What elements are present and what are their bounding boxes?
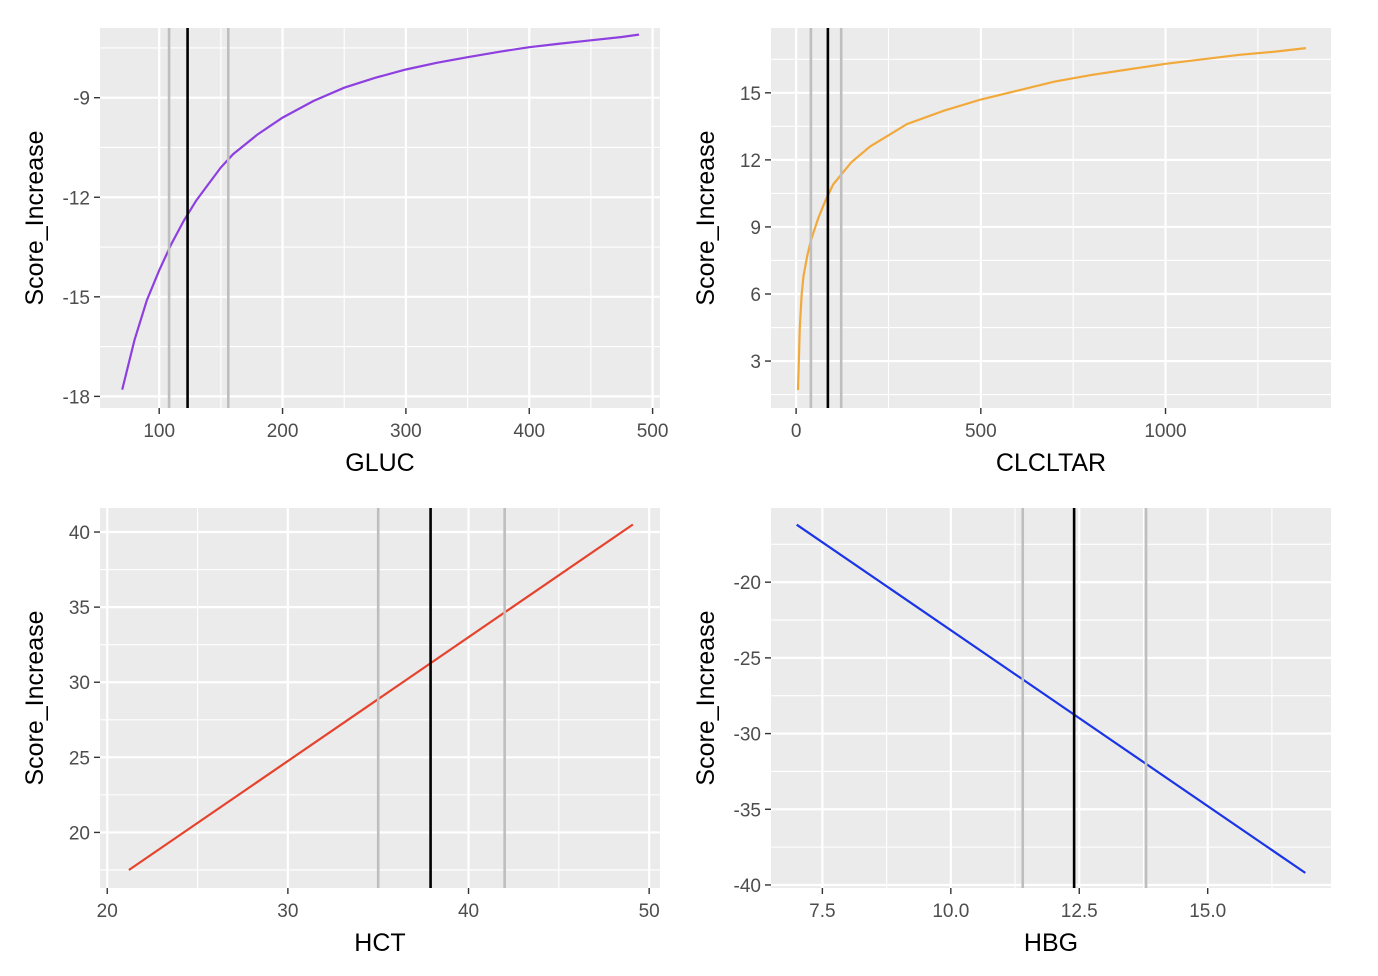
x-tick-label: 500 (965, 421, 997, 442)
y-tick-label: -18 (63, 387, 90, 408)
y-tick-label: -25 (734, 649, 761, 670)
x-tick-label: 400 (513, 421, 545, 442)
x-tick-label: 40 (458, 901, 479, 922)
y-tick-label: 40 (69, 523, 90, 544)
y-axis-title: Score_Increase (21, 610, 49, 785)
x-tick-label: 15.0 (1189, 901, 1226, 922)
x-tick-label: 0 (791, 421, 802, 442)
y-tick-label: 35 (69, 598, 90, 619)
x-tick-label: 12.5 (1061, 901, 1098, 922)
x-axis-title: GLUC (345, 449, 414, 477)
x-tick-label: 500 (637, 421, 669, 442)
y-tick-label: -12 (63, 188, 90, 209)
series-line (128, 523, 634, 871)
y-tick-label: 3 (750, 352, 761, 373)
x-tick-label: 1000 (1144, 421, 1186, 442)
panel-background (771, 28, 1331, 408)
y-axis-title: Score_Increase (21, 130, 49, 305)
x-tick-label: 200 (267, 421, 299, 442)
x-tick-label: 300 (390, 421, 422, 442)
x-tick-label: 10.0 (932, 901, 969, 922)
y-tick-label: 15 (740, 84, 761, 105)
x-axis-title: CLCLTAR (996, 449, 1106, 477)
x-tick-label: 30 (277, 901, 298, 922)
series-line (796, 47, 1307, 391)
y-tick-label: 25 (69, 748, 90, 769)
chart-panel-2: 0 500 1000 3 6 9 12 15 CLCLTAR Score_Increase (692, 28, 1331, 477)
x-tick-label: 50 (639, 901, 660, 922)
y-tick-label: -20 (734, 573, 761, 594)
series-line (796, 523, 1306, 874)
y-tick-label: -30 (734, 725, 761, 746)
y-tick-label: -15 (63, 288, 90, 309)
x-axis-title: HCT (354, 929, 405, 957)
y-tick-label: 6 (750, 285, 761, 306)
y-axis-title: Score_Increase (692, 610, 720, 785)
panel-background (100, 28, 660, 408)
y-tick-label: 9 (750, 218, 761, 239)
chart-panel-3: 20 30 40 50 20 25 30 35 40 HCT Score_Increase (21, 508, 660, 957)
y-axis-title: Score_Increase (692, 130, 720, 305)
x-tick-label: 7.5 (809, 901, 835, 922)
x-tick-label: 20 (97, 901, 118, 922)
chart-panel-1: 100 200 300 400 500 -18 -15 -12 -9 GLUC Score_Incr… (21, 28, 668, 477)
y-tick-label: -35 (734, 800, 761, 821)
y-tick-label: -40 (734, 876, 761, 897)
y-tick-label: 12 (740, 151, 761, 172)
chart-panel-4: 7.5 10.0 12.5 15.0 -40 -35 -30 -25 -20 HBG Score_I… (692, 508, 1331, 957)
x-tick-label: 100 (143, 421, 175, 442)
y-tick-label: -9 (73, 89, 90, 110)
y-tick-label: 20 (69, 823, 90, 844)
x-axis-title: HBG (1024, 929, 1078, 957)
y-tick-label: 30 (69, 673, 90, 694)
